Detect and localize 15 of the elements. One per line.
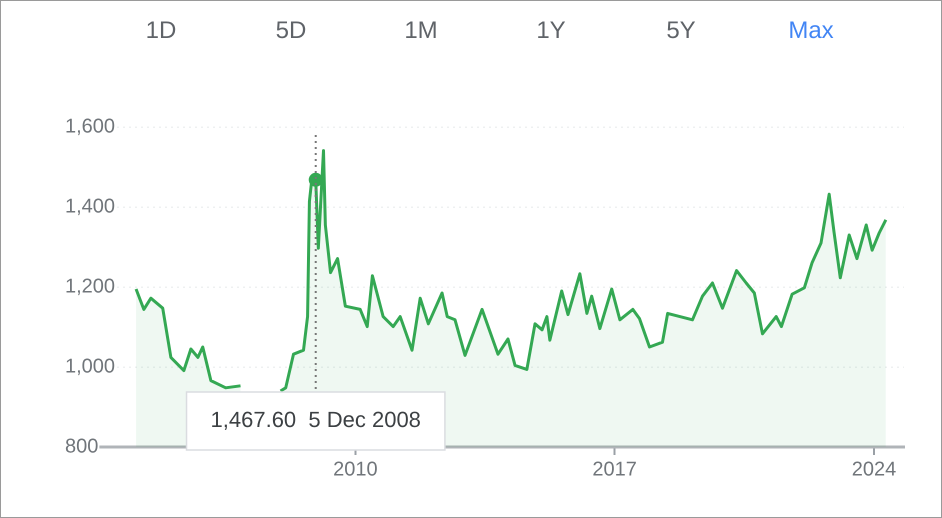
text: 1Y bbox=[535, 17, 567, 45]
text: Max bbox=[787, 17, 835, 45]
x-tick-label: 2024 bbox=[852, 458, 896, 481]
y-tick-label: 800 bbox=[65, 436, 98, 458]
y-tick-label: 1,400 bbox=[65, 196, 116, 218]
y-tick-label: 1,000 bbox=[65, 356, 116, 378]
text: 1M bbox=[403, 17, 439, 45]
text: 5Y bbox=[665, 17, 697, 45]
annotation: 1,467.60 5 Dec 2008 bbox=[210, 407, 421, 432]
x-tick-label: 2017 bbox=[592, 458, 637, 481]
y-tick-label: 1,200 bbox=[65, 276, 116, 298]
y-tick-label: 1,600 bbox=[65, 116, 116, 138]
text: 5D bbox=[274, 17, 308, 45]
x-tick-label: 2010 bbox=[333, 458, 378, 481]
text: 1D bbox=[144, 17, 178, 45]
